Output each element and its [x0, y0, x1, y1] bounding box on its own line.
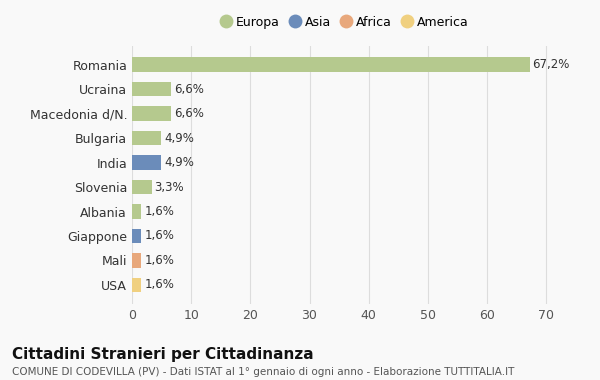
Bar	[132, 155, 161, 170]
Text: 1,6%: 1,6%	[145, 205, 175, 218]
Bar	[132, 180, 152, 195]
Text: COMUNE DI CODEVILLA (PV) - Dati ISTAT al 1° gennaio di ogni anno - Elaborazione : COMUNE DI CODEVILLA (PV) - Dati ISTAT al…	[12, 367, 514, 377]
Bar	[132, 229, 142, 243]
Text: 6,6%: 6,6%	[174, 83, 204, 96]
Bar	[132, 277, 142, 292]
Text: 1,6%: 1,6%	[145, 254, 175, 267]
Text: 1,6%: 1,6%	[145, 230, 175, 242]
Text: 6,6%: 6,6%	[174, 107, 204, 120]
Text: 1,6%: 1,6%	[145, 279, 175, 291]
Bar	[132, 106, 171, 121]
Text: 67,2%: 67,2%	[533, 58, 570, 71]
Bar	[132, 57, 530, 72]
Text: 4,9%: 4,9%	[164, 131, 194, 145]
Bar	[132, 204, 142, 219]
Legend: Europa, Asia, Africa, America: Europa, Asia, Africa, America	[216, 11, 474, 33]
Text: Cittadini Stranieri per Cittadinanza: Cittadini Stranieri per Cittadinanza	[12, 347, 314, 362]
Text: 3,3%: 3,3%	[154, 180, 184, 193]
Text: 4,9%: 4,9%	[164, 156, 194, 169]
Bar	[132, 82, 171, 97]
Bar	[132, 253, 142, 268]
Bar	[132, 131, 161, 146]
